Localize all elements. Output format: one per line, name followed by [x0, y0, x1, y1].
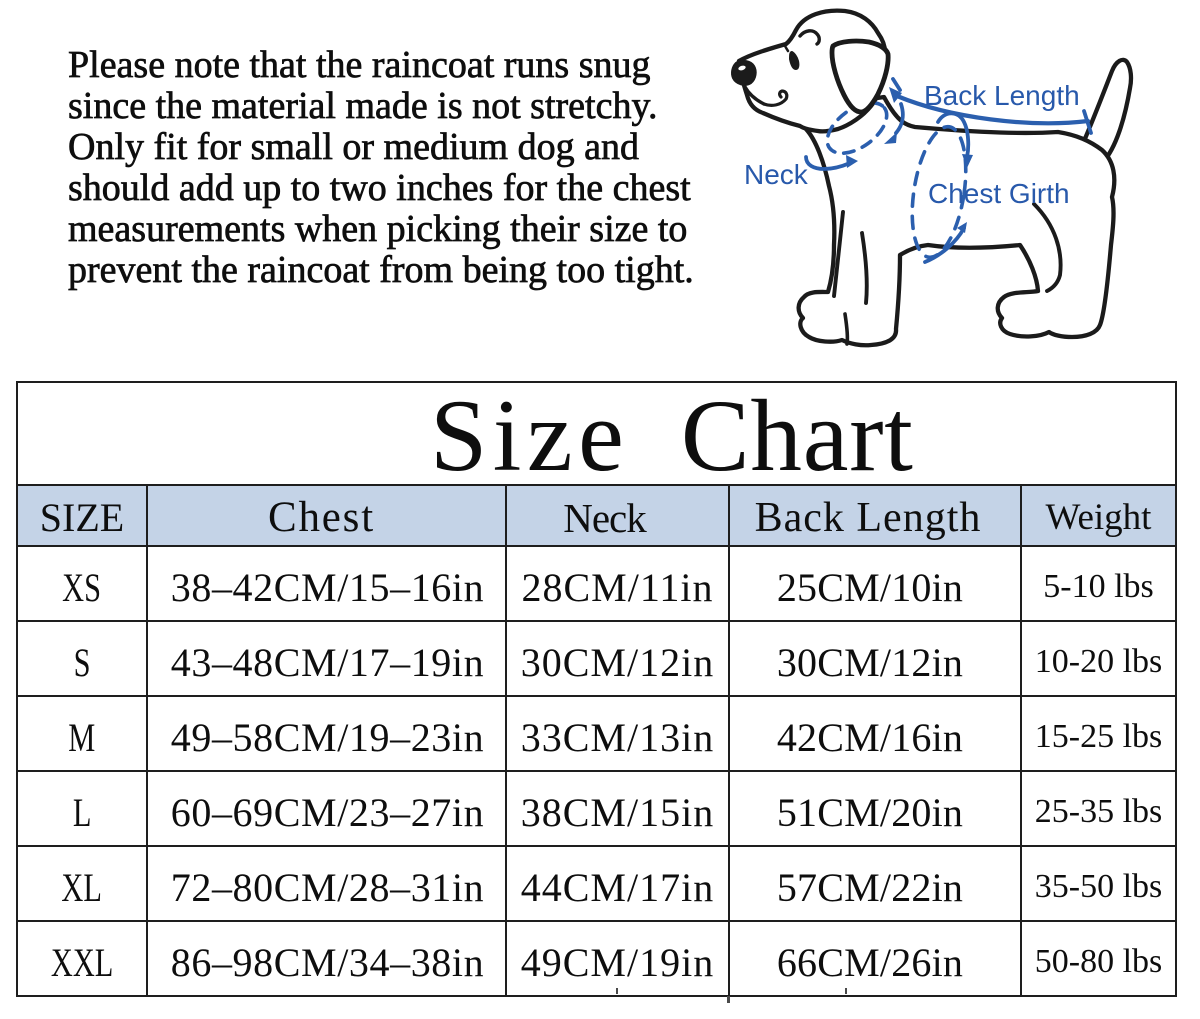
svg-text:Chest Girth: Chest Girth [928, 178, 1070, 209]
svg-text:Neck: Neck [744, 159, 809, 190]
svg-text:Back Length: Back Length [924, 80, 1080, 111]
